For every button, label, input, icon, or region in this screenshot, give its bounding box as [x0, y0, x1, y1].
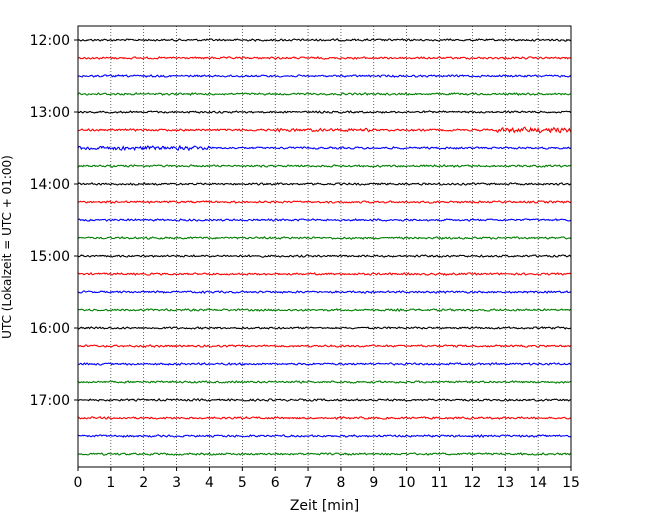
x-tick-label: 12 — [463, 475, 481, 491]
seismic-trace — [77, 362, 572, 366]
x-tick-label: 4 — [205, 475, 214, 491]
x-tick-label: 5 — [238, 475, 247, 491]
seismic-trace — [77, 144, 572, 152]
seismic-trace — [77, 290, 572, 294]
seismic-trace — [77, 380, 572, 384]
seismic-trace — [77, 416, 572, 420]
seismic-trace — [77, 398, 572, 402]
x-tick-label: 7 — [304, 475, 313, 491]
y-tick-label: 16:00 — [30, 321, 70, 337]
seismic-trace — [77, 308, 572, 312]
seismic-trace — [77, 452, 572, 456]
y-tick-label: 17:00 — [30, 393, 70, 409]
y-axis: 12:00 13:00 14:00 15:00 16:00 17:00 — [30, 33, 78, 409]
y-axis-label: UTC (Lokalzeit = UTC + 01:00) — [0, 155, 14, 339]
y-tick-label: 12:00 — [30, 33, 70, 49]
seismic-trace — [77, 200, 572, 205]
seismic-trace — [77, 74, 572, 78]
x-tick-label: 11 — [431, 475, 449, 491]
seismic-trace — [77, 164, 572, 168]
x-tick-label: 10 — [398, 475, 416, 491]
plot-frame — [77, 25, 572, 468]
y-tick-label: 15:00 — [30, 249, 70, 265]
seismic-trace — [77, 56, 572, 60]
seismic-trace — [77, 236, 572, 240]
seismic-trace — [77, 126, 572, 134]
seismic-trace — [77, 38, 572, 42]
x-tick-label: 13 — [496, 475, 514, 491]
seismic-trace — [77, 110, 572, 114]
x-tick-label: 14 — [529, 475, 547, 491]
seismic-trace — [77, 344, 572, 348]
x-tick-label: 3 — [172, 475, 181, 491]
x-axis-label: Zeit [min] — [290, 498, 359, 514]
x-tick-label: 9 — [369, 475, 378, 491]
seismic-trace — [77, 434, 572, 439]
seismic-trace — [77, 182, 572, 186]
seismic-trace — [77, 326, 572, 330]
x-axis: 0 1 2 3 4 5 6 7 8 9 10 11 12 13 14 15 — [74, 467, 580, 491]
seismic-trace — [77, 272, 572, 276]
x-tick-label: 2 — [139, 475, 148, 491]
x-tick-label: 15 — [562, 475, 580, 491]
seismic-trace — [77, 218, 572, 222]
x-tick-label: 0 — [74, 475, 83, 491]
x-tick-label: 1 — [106, 475, 115, 491]
seismic-trace — [77, 254, 572, 258]
seismic-trace — [77, 92, 572, 97]
y-tick-label: 14:00 — [30, 177, 70, 193]
x-tick-label: 8 — [336, 475, 345, 491]
x-tick-label: 6 — [271, 475, 280, 491]
traces — [77, 38, 572, 456]
y-tick-label: 13:00 — [30, 105, 70, 121]
plot-area — [78, 26, 571, 467]
